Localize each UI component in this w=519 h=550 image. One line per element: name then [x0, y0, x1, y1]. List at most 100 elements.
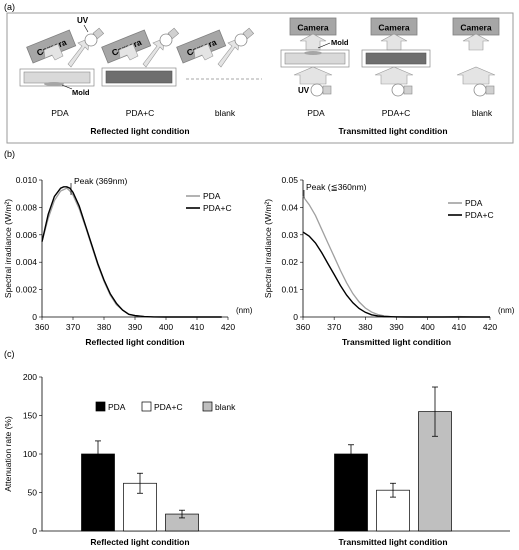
legend-label: blank	[215, 402, 236, 412]
uv-arrow-icon	[293, 66, 333, 85]
y-tick-label: 0.04	[281, 202, 298, 212]
x-tick-label: 420	[483, 322, 497, 332]
legend-label: PDA+C	[154, 402, 183, 412]
panel-b-label: (b)	[4, 149, 15, 159]
x-tick-label: 360	[296, 322, 310, 332]
transmitted-pda-setup: Camera Mold UV PDA	[280, 17, 350, 118]
uv-label: UV	[298, 86, 310, 95]
uv-lamp-base-icon	[92, 27, 105, 40]
legend-label: PDA+C	[465, 210, 494, 220]
uv-lamp-icon	[84, 33, 98, 47]
legend-label: PDA	[203, 191, 221, 201]
series-line-pdacc	[302, 231, 490, 318]
pdac-sample-icon	[365, 52, 427, 65]
y-tick-label: 0.004	[16, 257, 38, 267]
uv-lamp-base-icon	[322, 85, 332, 95]
reflected-arrow-icon	[43, 43, 64, 61]
y-axis-title: Attenuation rate (%)	[3, 416, 13, 492]
x-unit-label: (nm)	[498, 306, 515, 315]
transmitted-sample-pdac: PDA+C	[382, 108, 411, 118]
x-axis-title: Transmitted light condition	[342, 337, 451, 347]
x-tick-label: 390	[389, 322, 403, 332]
transmitted-sample-blank: blank	[472, 108, 493, 118]
pda-sample-icon	[23, 71, 91, 84]
y-tick-label: 0.010	[16, 175, 38, 185]
uv-lamp-base-icon	[403, 85, 413, 95]
y-tick-label: 0.008	[16, 202, 38, 212]
x-tick-label: 380	[358, 322, 372, 332]
bar-pdacc	[123, 482, 157, 532]
legend-swatch	[95, 401, 106, 412]
camera-label: Camera	[378, 23, 409, 33]
uv-lamp-icon	[473, 83, 487, 97]
mold-label: Mold	[72, 88, 90, 97]
y-tick-label: 0.006	[16, 230, 38, 240]
mold-icon	[44, 82, 64, 86]
x-tick-label: 410	[452, 322, 466, 332]
y-tick-label: 0	[32, 526, 37, 536]
y-axis-title: Spectral irradiance (W/m²)	[3, 199, 13, 298]
legend-label: PDA+C	[203, 203, 232, 213]
reflected-pdac-setup: Camera PDA+C	[101, 27, 180, 118]
transmitted-blank-setup: Camera blank	[452, 17, 500, 118]
x-axis-title: Reflected light condition	[85, 337, 184, 347]
x-unit-label: (nm)	[236, 306, 253, 315]
transmitted-arrow-icon	[462, 33, 490, 51]
mold-icon	[304, 51, 322, 55]
chart-spectral-reflected: 0 0.002 0.004 0.006 0.008 0.010 360 370 380 390 40…	[3, 175, 253, 347]
panel-c-label: (c)	[4, 349, 15, 359]
y-tick-label: 0.002	[16, 285, 38, 295]
y-tick-label: 150	[23, 411, 37, 421]
chart-spectral-transmitted: 0 0.01 0.02 0.03 0.04 0.05 360 370 380 390 400 410 4…	[263, 175, 515, 347]
uv-lamp-base-icon	[167, 27, 180, 40]
y-tick-label: 100	[23, 449, 37, 459]
x-tick-label: 370	[66, 322, 80, 332]
uv-lamp-icon	[159, 33, 173, 47]
uv-arrow-icon	[374, 66, 414, 85]
legend-label: PDA	[108, 402, 126, 412]
x-tick-label: 400	[159, 322, 173, 332]
reflected-pda-setup: Camera UV Mold PDA	[19, 16, 105, 118]
reflected-sample-pda: PDA	[51, 108, 69, 118]
y-tick-label: 0	[293, 312, 298, 322]
legend-label: PDA	[465, 198, 483, 208]
x-tick-label: 390	[128, 322, 142, 332]
x-category-label: Reflected light condition	[90, 537, 189, 547]
x-tick-label: 400	[421, 322, 435, 332]
y-tick-label: 200	[23, 372, 37, 382]
y-tick-label: 0.05	[281, 175, 298, 185]
x-tick-label: 420	[221, 322, 235, 332]
y-tick-label: 0.01	[281, 285, 298, 295]
transmitted-pdac-setup: Camera PDA+C	[361, 17, 431, 118]
y-tick-label: 0.03	[281, 230, 298, 240]
legend-swatch	[141, 401, 152, 412]
uv-arrow-icon	[456, 66, 496, 85]
pdac-sample-icon	[105, 70, 173, 84]
panel-a-label: (a)	[4, 2, 15, 12]
mold-label: Mold	[331, 38, 349, 47]
x-tick-label: 380	[97, 322, 111, 332]
x-category-label: Transmitted light condition	[338, 537, 447, 547]
reflected-blank-setup: Camera blank	[176, 27, 262, 118]
panel-a: (a) Camera UV Mold PDA Camera	[4, 2, 514, 144]
y-axis-title: Spectral irradiance (W/m²)	[263, 199, 273, 298]
reflected-arrow-icon	[118, 43, 139, 61]
transmitted-title: Transmitted light condition	[338, 126, 447, 136]
x-tick-label: 370	[327, 322, 341, 332]
chart-attenuation: 0 50 100 150 200 Attenuation rate (%) Reflecte…	[3, 372, 510, 547]
uv-label: UV	[77, 16, 89, 25]
reflected-sample-pdac: PDA+C	[126, 108, 155, 118]
y-tick-label: 50	[28, 488, 38, 498]
transmitted-arrow-icon	[299, 33, 327, 51]
uv-lamp-icon	[234, 33, 248, 47]
transmitted-sample-pda: PDA	[307, 108, 325, 118]
peak-annotation: Peak (369nm)	[74, 176, 128, 186]
bar-pda	[334, 453, 368, 532]
uv-lamp-base-icon	[242, 27, 255, 40]
reflected-arrow-icon	[193, 43, 214, 61]
camera-label: Camera	[297, 23, 328, 33]
series-line-pdacc	[41, 186, 222, 318]
camera-label: Camera	[460, 23, 491, 33]
legend-swatch	[202, 401, 213, 412]
